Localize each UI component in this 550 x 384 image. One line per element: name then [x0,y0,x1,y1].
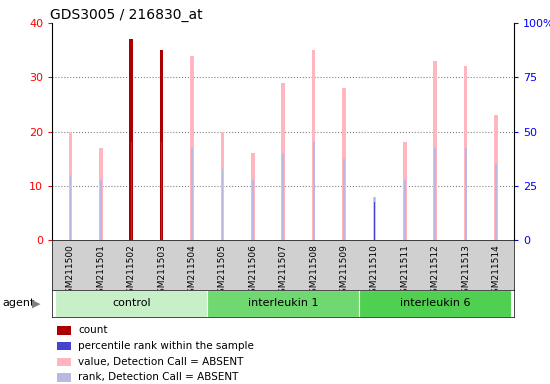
Text: value, Detection Call = ABSENT: value, Detection Call = ABSENT [78,357,243,367]
Bar [359,290,511,317]
Bar [99,148,103,240]
Bar [129,39,133,240]
Text: GSM211511: GSM211511 [400,244,409,299]
Text: count: count [78,326,107,336]
Text: interleukin 6: interleukin 6 [400,298,470,308]
Bar [403,142,406,240]
Bar [373,197,375,240]
Bar [129,39,133,240]
Bar [434,148,436,240]
Bar [69,175,72,240]
Bar [57,358,71,366]
Bar [57,342,71,350]
Bar [495,164,497,240]
Bar [160,50,163,240]
Text: GSM211501: GSM211501 [96,244,106,299]
Text: GSM211510: GSM211510 [370,244,379,299]
Bar [465,148,466,240]
Text: GSM211508: GSM211508 [309,244,318,299]
Bar [282,153,284,240]
Bar [190,56,194,240]
Bar [342,88,346,240]
Bar [252,180,254,240]
Bar [161,142,163,240]
Text: ▶: ▶ [32,298,40,308]
Bar [161,142,162,240]
Text: agent: agent [3,298,35,308]
Bar [494,115,498,240]
Text: rank, Detection Call = ABSENT: rank, Detection Call = ABSENT [78,372,238,382]
Bar [222,169,223,240]
Bar [433,61,437,240]
Text: GSM211512: GSM211512 [431,244,439,299]
Bar [282,83,285,240]
Bar [56,290,207,317]
Bar [69,131,72,240]
Bar [130,142,132,240]
Text: GSM211513: GSM211513 [461,244,470,299]
Bar [464,66,468,240]
Bar [191,148,193,240]
Bar [251,153,255,240]
Bar [374,202,375,240]
Bar [221,131,224,240]
Text: GSM211503: GSM211503 [157,244,166,299]
Text: GSM211509: GSM211509 [339,244,349,299]
Bar [343,159,345,240]
Bar [372,197,376,240]
Text: GSM211507: GSM211507 [279,244,288,299]
Text: control: control [112,298,151,308]
Bar [404,180,406,240]
Text: GSM211502: GSM211502 [127,244,136,299]
Bar [57,326,71,335]
Text: GSM211514: GSM211514 [492,244,500,299]
Text: GSM211506: GSM211506 [249,244,257,299]
Text: GSM211504: GSM211504 [188,244,196,299]
Bar [207,290,359,317]
Bar [100,180,102,240]
Text: interleukin 1: interleukin 1 [248,298,318,308]
Text: GDS3005 / 216830_at: GDS3005 / 216830_at [50,8,202,22]
Bar [312,50,316,240]
Text: GSM211505: GSM211505 [218,244,227,299]
Bar [57,373,71,382]
Bar [131,142,132,240]
Bar [160,50,163,240]
Text: GSM211500: GSM211500 [66,244,75,299]
Bar [313,142,315,240]
Text: percentile rank within the sample: percentile rank within the sample [78,341,254,351]
